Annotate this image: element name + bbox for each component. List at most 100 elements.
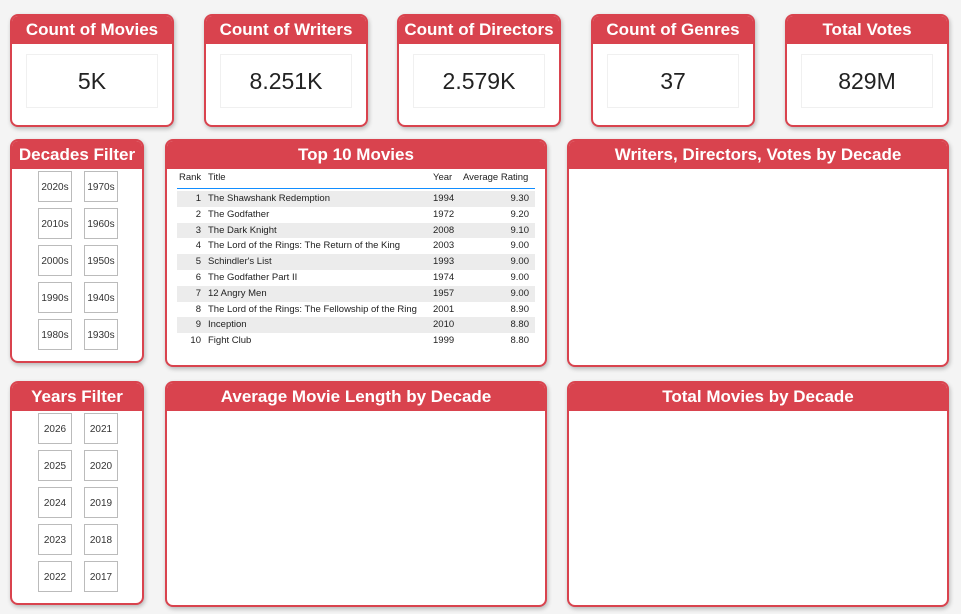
filter-option[interactable]: 2024 <box>38 487 72 518</box>
table-row <box>177 333 535 349</box>
column-header: Rank <box>179 172 202 183</box>
panel: Count of Writers 8.251K <box>204 14 368 127</box>
rank: 3 <box>195 224 201 236</box>
title: The Lord of the Rings: The Fellowship of… <box>208 303 417 315</box>
filter-option[interactable]: 2020s <box>38 171 72 202</box>
column-header: Year <box>433 172 453 183</box>
table-row <box>177 206 535 223</box>
rank: 8 <box>195 303 201 315</box>
table-row <box>177 222 535 239</box>
rank: 7 <box>195 287 201 299</box>
filter-option[interactable]: 2021 <box>84 413 118 444</box>
title: The Godfather <box>208 208 270 220</box>
filter-option[interactable]: 2017 <box>84 561 118 592</box>
year: 1972 <box>433 208 455 220</box>
rating: 9.00 <box>510 272 530 283</box>
card-value: 37 <box>607 54 739 108</box>
rating: 8.90 <box>510 303 530 315</box>
panel-title: Top 10 Movies <box>167 141 545 169</box>
filter-option[interactable]: 1950s <box>84 245 118 276</box>
filter-option[interactable]: 1940s <box>84 282 118 313</box>
header-rule <box>177 188 535 189</box>
panel-title: Count of Movies <box>12 16 172 44</box>
panel: Decades Filter 2020s 1970s 2010s 1960s 2000s 1… <box>10 139 144 363</box>
year: 1974 <box>433 272 455 283</box>
column-header: Title <box>208 172 226 183</box>
rating: 9.30 <box>510 193 530 204</box>
rating: 9.00 <box>510 256 530 268</box>
card-value: 2.579K <box>413 54 545 108</box>
panel-title: Decades Filter <box>12 141 142 169</box>
filter-option[interactable]: 2026 <box>38 413 72 444</box>
filter-option[interactable]: 2010s <box>38 208 72 239</box>
panel-title: Writers, Directors, Votes by Decade <box>569 141 947 169</box>
rating: 8.80 <box>510 319 530 331</box>
title: The Godfather Part II <box>208 272 298 283</box>
panel: Count of Directors 2.579K <box>397 14 561 127</box>
year: 1994 <box>433 193 455 204</box>
filter-option[interactable]: 1990s <box>38 282 72 313</box>
filter-option[interactable]: 1980s <box>38 319 72 350</box>
filter-option[interactable]: 1930s <box>84 319 118 350</box>
rank: 1 <box>195 193 201 204</box>
filter-option[interactable]: 1960s <box>84 208 118 239</box>
title: Schindler's List <box>208 256 272 268</box>
year: 2010 <box>433 319 455 331</box>
rank: 9 <box>195 319 201 331</box>
filter-option[interactable]: 1970s <box>84 171 118 202</box>
title: Fight Club <box>208 335 252 347</box>
year: 2008 <box>433 224 455 236</box>
rank: 6 <box>195 272 201 283</box>
rank: 5 <box>195 256 201 268</box>
title: 12 Angry Men <box>208 287 267 299</box>
card-value: 829M <box>801 54 933 108</box>
filter-option[interactable]: 2019 <box>84 487 118 518</box>
panel-title: Total Votes <box>787 16 947 44</box>
rating: 9.00 <box>510 240 530 252</box>
panel-title: Average Movie Length by Decade <box>167 383 545 411</box>
panel: Average Movie Length by Decade <box>165 381 547 607</box>
title: The Lord of the Rings: The Return of the… <box>208 240 401 252</box>
panel-title: Count of Directors <box>399 16 559 44</box>
card-value: 8.251K <box>220 54 352 108</box>
table-row <box>177 254 535 270</box>
rank: 10 <box>190 335 201 347</box>
title: Inception <box>208 319 247 331</box>
table-row <box>177 317 535 334</box>
panel-title: Count of Genres <box>593 16 753 44</box>
rating: 9.00 <box>510 287 530 299</box>
panel: Total Votes 829M <box>785 14 949 127</box>
filter-option[interactable]: 2018 <box>84 524 118 555</box>
rating: 9.10 <box>510 224 530 236</box>
filter-option[interactable]: 2022 <box>38 561 72 592</box>
filter-option[interactable]: 2000s <box>38 245 72 276</box>
table-row <box>177 191 535 207</box>
rank: 4 <box>195 240 201 252</box>
panel: Writers, Directors, Votes by Decade <box>567 139 949 367</box>
card-value: 5K <box>26 54 158 108</box>
panel: Years Filter 2026 2021 2025 2020 2024 2019 2023… <box>10 381 144 605</box>
year: 2001 <box>433 303 455 315</box>
title: The Shawshank Redemption <box>208 193 330 204</box>
panel: Top 10 Movies Rank Title Year Average Rating… <box>165 139 547 367</box>
table-row <box>177 238 535 255</box>
table-row <box>177 301 535 318</box>
year: 1993 <box>433 256 455 268</box>
panel: Count of Movies 5K <box>10 14 174 127</box>
title: The Dark Knight <box>208 224 277 236</box>
filter-option[interactable]: 2025 <box>38 450 72 481</box>
table-row <box>177 270 535 286</box>
panel: Total Movies by Decade <box>567 381 949 607</box>
rating: 9.20 <box>510 208 530 220</box>
filter-option[interactable]: 2023 <box>38 524 72 555</box>
year: 2003 <box>433 240 455 252</box>
rank: 2 <box>195 208 201 220</box>
column-header: Average Rating <box>463 172 529 183</box>
table-row <box>177 285 535 302</box>
panel-title: Years Filter <box>12 383 142 411</box>
filter-option[interactable]: 2020 <box>84 450 118 481</box>
panel-title: Count of Writers <box>206 16 366 44</box>
panel: Count of Genres 37 <box>591 14 755 127</box>
panel-title: Total Movies by Decade <box>569 383 947 411</box>
